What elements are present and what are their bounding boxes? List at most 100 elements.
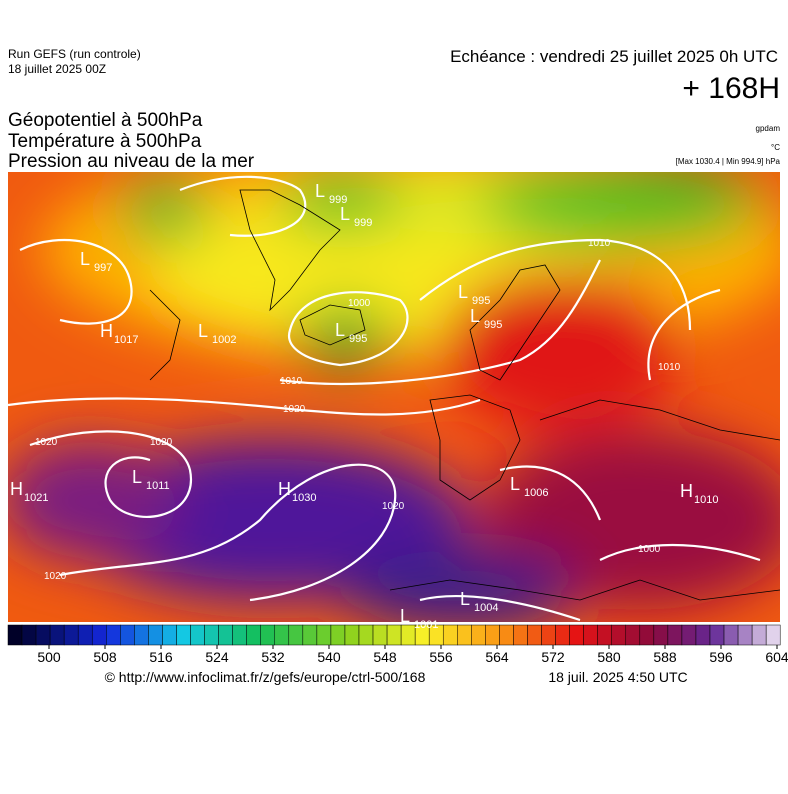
- colorbar-cell: [35, 624, 51, 646]
- pressure-center-type: H: [10, 479, 23, 499]
- pressure-center-type: L: [80, 249, 90, 269]
- pressure-center-value: 997: [94, 262, 112, 274]
- colorbar-cell: [204, 624, 219, 646]
- pressure-center-value: 1010: [694, 494, 718, 506]
- pressure-center-value: 1006: [524, 487, 548, 499]
- colorbar-cell: [723, 624, 739, 646]
- pressure-center-value: 995: [349, 333, 367, 345]
- pressure-center-type: L: [335, 320, 345, 340]
- colorbar-cell: [513, 624, 528, 646]
- colorbar-cell: [709, 624, 725, 646]
- colorbar-cell: [386, 624, 402, 646]
- colorbar-cell: [653, 624, 669, 646]
- colorbar-cell: [541, 624, 556, 646]
- colorbar-cell: [330, 624, 346, 646]
- pressure-center-type: L: [470, 306, 480, 326]
- colorbar-tick-label: 508: [93, 649, 117, 665]
- colorbar-cell: [246, 624, 261, 646]
- pressure-center-type: H: [100, 321, 113, 341]
- colorbar-cell: [176, 624, 191, 646]
- colorbar-cell: [372, 624, 388, 646]
- colorbar-cell: [344, 624, 360, 646]
- unit: °C: [771, 143, 780, 152]
- pressure-center-value: 995: [484, 319, 502, 331]
- colorbar-cell: [49, 624, 65, 646]
- colorbar-cell: [162, 624, 177, 646]
- isobar-label: 1020: [35, 437, 58, 448]
- colorbar-cell: [737, 624, 753, 646]
- colorbar-cell: [77, 624, 93, 646]
- colorbar: 500 508 516 524 532 540 548 556 564 572 580 588 596 6…: [7, 624, 788, 665]
- source-url: © http://www.infoclimat.fr/z/gefs/europe…: [105, 669, 426, 685]
- isobar-label: 1020: [150, 437, 173, 448]
- echeance: Echéance : vendredi 25 juillet 2025 0h U…: [450, 47, 778, 66]
- colorbar-cell: [274, 624, 290, 646]
- field: Pression au niveau de la mer: [8, 151, 255, 172]
- colorbar-cell: [288, 624, 304, 646]
- pressure-center-value: 1011: [146, 480, 170, 492]
- colorbar-cell: [63, 624, 79, 646]
- issued: 18 juil. 2025 4:50 UTC: [548, 669, 687, 685]
- pressure-center-type: H: [680, 481, 693, 501]
- colorbar-tick-label: 556: [429, 649, 453, 665]
- isobar-label: 1010: [588, 238, 611, 249]
- colorbar-cell: [527, 624, 542, 646]
- pressure-center-type: L: [510, 474, 520, 494]
- isobar-label: 1010: [280, 376, 303, 387]
- pressure-center-value: 1001: [414, 619, 438, 631]
- colorbar-cell: [442, 624, 458, 646]
- colorbar-tick-label: 548: [373, 649, 397, 665]
- isobar-label: 1000: [348, 298, 371, 309]
- colorbar-cell: [120, 624, 135, 646]
- colorbar-cell: [765, 624, 781, 646]
- field: Géopotentiel à 500hPa: [8, 110, 203, 131]
- colorbar-tick-label: 596: [709, 649, 733, 665]
- colorbar-cell: [695, 624, 711, 646]
- colorbar-tick-label: 580: [597, 649, 621, 665]
- isobar-label: 1020: [283, 404, 306, 415]
- pressure-center-value: 1002: [212, 334, 236, 346]
- colorbar-cell: [583, 624, 598, 646]
- colorbar-tick-label: 500: [37, 649, 61, 665]
- pressure-center-type: L: [400, 606, 410, 626]
- colorbar-cell: [597, 624, 612, 646]
- pressure-center-type: L: [460, 589, 470, 609]
- colorbar-tick-label: 572: [541, 649, 565, 665]
- isobar-label: 1010: [658, 362, 681, 373]
- pressure-center-value: 995: [472, 295, 490, 307]
- pressure-center-value: 1004: [474, 602, 498, 614]
- colorbar-cell: [457, 624, 472, 646]
- run-date: 18 juillet 2025 00Z: [8, 62, 106, 76]
- pressure-center-type: L: [315, 181, 325, 201]
- colorbar-cell: [667, 624, 683, 646]
- pressure-center-value: 1030: [292, 492, 316, 504]
- pressure-center-value: 999: [354, 217, 372, 229]
- isobar-label: 1020: [44, 571, 67, 582]
- colorbar-cell: [611, 624, 627, 646]
- map: [8, 172, 780, 622]
- pressure-center-type: L: [458, 282, 468, 302]
- colorbar-tick-label: 532: [261, 649, 285, 665]
- colorbar-cell: [751, 624, 767, 646]
- unit: gpdam: [756, 124, 781, 133]
- pressure-center-type: L: [132, 467, 142, 487]
- colorbar-cell: [106, 624, 121, 646]
- colorbar-cell: [485, 624, 500, 646]
- pressure-center-value: 999: [329, 194, 347, 206]
- colorbar-cell: [218, 624, 233, 646]
- run: Run GEFS (run controle): [8, 47, 141, 61]
- colorbar-cell: [148, 624, 163, 646]
- colorbar-tick-label: 524: [205, 649, 229, 665]
- pressure-center-type: L: [340, 204, 350, 224]
- pressure-center-value: 1021: [24, 492, 48, 504]
- pressure-center-value: 1017: [114, 334, 138, 346]
- step: + 168H: [682, 72, 780, 105]
- colorbar-cell: [316, 624, 332, 646]
- colorbar-cell: [471, 624, 486, 646]
- field: Température à 500hPa: [8, 131, 202, 152]
- colorbar-cell: [190, 624, 205, 646]
- isobar-label: 1020: [382, 501, 405, 512]
- pressure-center-type: H: [278, 479, 291, 499]
- colorbar-cell: [232, 624, 247, 646]
- colorbar-cell: [134, 624, 149, 646]
